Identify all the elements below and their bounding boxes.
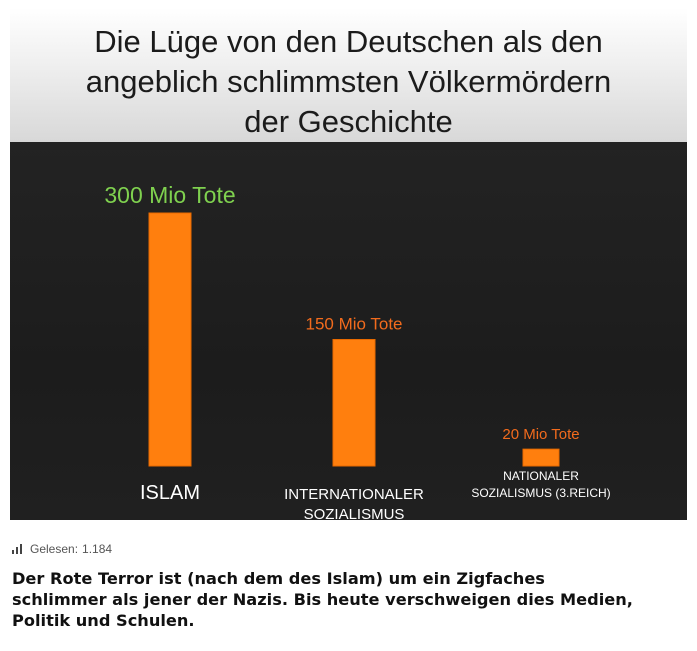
reads-value: 1.184 — [82, 542, 113, 556]
category-label-2-line-1: INTERNATIONALER — [284, 486, 424, 503]
bar-chart: 300 Mio Tote ISLAM 150 Mio Tote INTERNATION… — [104, 182, 610, 520]
plot-area: 300 Mio Tote ISLAM 150 Mio Tote INTERNATION… — [10, 142, 687, 520]
article-caption: Der Rote Terror ist (nach dem des Islam)… — [12, 569, 633, 630]
reads-label: Gelesen: — [30, 542, 79, 556]
data-label-3: 20 Mio Tote — [502, 426, 579, 443]
bar-1 — [148, 212, 192, 467]
bar-2 — [332, 339, 376, 467]
category-label-1-line-1: ISLAM — [140, 482, 200, 504]
chart-title-line-2: angeblich schlimmsten Völkermördern — [85, 64, 612, 99]
chart-title-band: Die Lüge von den Deutschen als den angeb… — [10, 8, 687, 142]
category-label-3-line-1: NATIONALER — [503, 469, 579, 483]
chart-title-line-1: Die Lüge von den Deutschen als den — [94, 24, 603, 59]
article-footer: Gelesen: 1.184 Der Rote Terror ist (nach… — [12, 540, 687, 631]
chart-image: Die Lüge von den Deutschen als den angeb… — [10, 8, 687, 520]
data-label-2: 150 Mio Tote — [305, 315, 402, 334]
bar-3 — [522, 448, 560, 467]
category-label-2-line-2: SOZIALISMUS — [304, 506, 405, 520]
chart-title-line-3: der Geschichte — [244, 104, 453, 139]
category-label-3-line-2: SOZIALISMUS (3.REICH) — [471, 486, 610, 500]
bar-chart-icon — [12, 544, 24, 554]
reads-counter: Gelesen: 1.184 — [12, 540, 687, 558]
data-label-1: 300 Mio Tote — [104, 182, 235, 208]
chart-title: Die Lüge von den Deutschen als den angeb… — [10, 22, 687, 142]
